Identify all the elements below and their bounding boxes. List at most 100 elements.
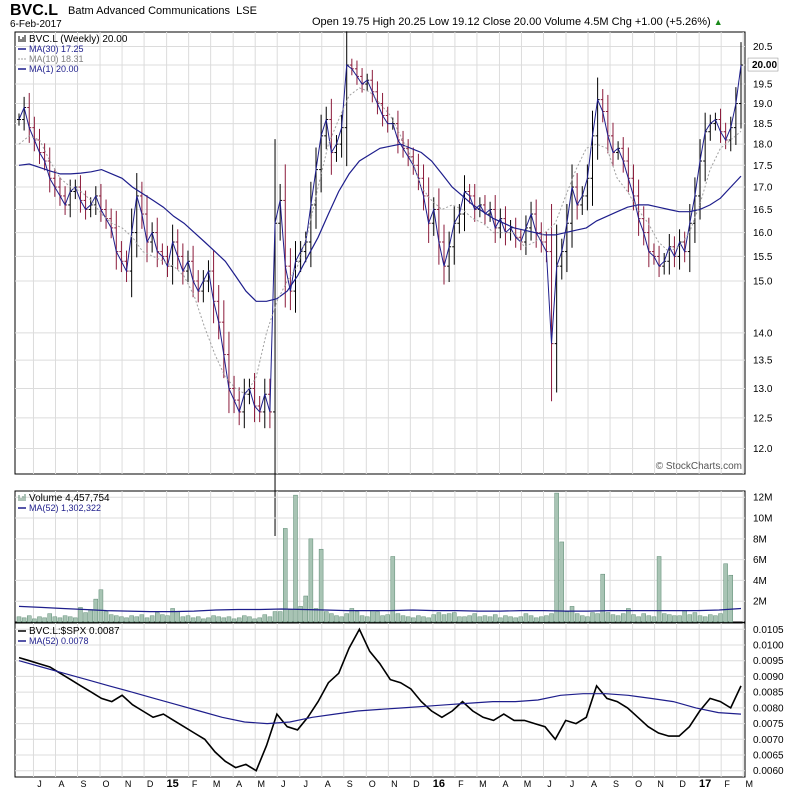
volume-bar [308, 538, 314, 623]
x-axis-label: M [257, 779, 265, 789]
symbol-title: BVC.L [10, 2, 58, 19]
volume-bar [344, 613, 349, 623]
price-tick-label: 18.5 [753, 119, 773, 130]
volume-bar [498, 617, 503, 623]
ma1-line [18, 64, 742, 414]
ratio-tick-label: 0.0090 [753, 672, 784, 683]
volume-bar [405, 616, 411, 623]
volume-bar [585, 616, 590, 623]
x-axis-label: M [213, 779, 221, 789]
price-tick-label: 17.0 [753, 183, 773, 194]
volume-bar [323, 611, 329, 623]
volume-bar [149, 615, 155, 623]
volume-bar [185, 615, 191, 623]
volume-bar [32, 618, 37, 623]
ratio-tick-label: 0.0080 [753, 703, 784, 714]
volume-bar [144, 617, 150, 623]
volume-bar [313, 608, 319, 623]
volume-bar [610, 614, 616, 623]
volume-bar [503, 615, 508, 623]
price-legend-item: BVC.L (Weekly) 20.00 [18, 34, 128, 45]
volume-bar [139, 614, 145, 623]
volume-bar [380, 615, 385, 623]
volume-bar [692, 612, 698, 623]
volume-bar [492, 614, 498, 623]
ratio-tick-label: 0.0095 [753, 656, 784, 667]
ohlc-summary: Open 19.75 High 20.25 Low 19.12 Close 20… [312, 16, 723, 28]
volume-bar [605, 612, 611, 623]
volume-bar [329, 613, 334, 623]
x-axis-label: J [281, 779, 286, 789]
volume-bar [436, 612, 442, 623]
volume-bar [195, 616, 201, 623]
volume-bar [723, 563, 728, 623]
volume-bar [242, 615, 247, 623]
volume-bar [78, 607, 83, 623]
last-price-tag: 20.00 [747, 57, 779, 72]
volume-bar [697, 615, 703, 623]
volume-bar [124, 617, 129, 623]
last-price-box [747, 57, 779, 72]
volume-bar [702, 616, 708, 623]
volume-bar [523, 613, 529, 623]
volume-bar [626, 608, 631, 623]
ratio-tick-label: 0.0065 [753, 751, 784, 762]
price-legend-text: MA(1) 20.00 [29, 64, 79, 74]
x-axis-label: A [502, 779, 508, 789]
price-tick-label: 13.0 [753, 384, 773, 395]
x-axis-label: F [458, 779, 464, 789]
volume-bar [641, 613, 646, 623]
ratio-tick-label: 0.0105 [753, 625, 784, 636]
volume-bar [298, 606, 303, 623]
volume-bar [482, 615, 488, 623]
volume-bar [559, 541, 565, 623]
volume-legend-text: Volume 4,457,754 [29, 493, 110, 504]
volume-bar [364, 616, 370, 623]
volume-bar [26, 615, 32, 623]
volume-bar [713, 615, 718, 623]
volume-bar [682, 610, 687, 623]
volume-bar [416, 615, 421, 623]
ratio-legend-item: MA(52) 0.0078 [18, 636, 89, 646]
volume-bar [52, 616, 58, 623]
volume-bar [170, 608, 175, 623]
volume-tick-label: 6M [753, 555, 767, 566]
volume-bar [180, 616, 186, 623]
price-legend-item: MA(30) 17.25 [18, 44, 84, 54]
x-axis-label: J [570, 779, 575, 789]
x-axis-label: 15 [166, 778, 178, 790]
volume-bar [513, 617, 518, 623]
price-tick-label: 19.0 [753, 99, 773, 110]
volume-bar [600, 573, 605, 623]
volume-bar [155, 612, 160, 623]
x-axis-label: N [657, 779, 664, 789]
ratio-tick-label: 0.0075 [753, 719, 784, 730]
volume-bar [288, 609, 293, 623]
volume-bar [631, 614, 636, 623]
x-axis-label: S [81, 779, 87, 789]
x-axis-label: J [37, 779, 42, 789]
volume-bar [339, 616, 344, 623]
volume-tick-label: 10M [753, 514, 772, 525]
volume-bar [42, 617, 47, 623]
x-axis-label: 17 [699, 778, 711, 790]
volume-bar [206, 617, 211, 623]
volume-bar [88, 609, 93, 623]
x-axis-label: N [391, 779, 398, 789]
volume-bar [73, 617, 78, 623]
panel-frame-1 [14, 31, 746, 475]
volume-bar [554, 492, 559, 623]
ratio-legend-text: MA(52) 0.0078 [29, 636, 89, 646]
volume-bar [160, 614, 165, 623]
volume-bar [211, 615, 216, 623]
x-axis-label: S [613, 779, 619, 789]
price-tick-label: 20.5 [753, 42, 773, 53]
volume-bar [411, 617, 416, 623]
volume-bar [528, 615, 534, 623]
volume-bar [21, 617, 27, 623]
price-legend-text: BVC.L (Weekly) 20.00 [29, 34, 128, 45]
volume-bar [226, 616, 232, 623]
volume-bar [400, 615, 406, 623]
ratio-legend-text: BVC.L:$SPX 0.0087 [29, 626, 120, 637]
